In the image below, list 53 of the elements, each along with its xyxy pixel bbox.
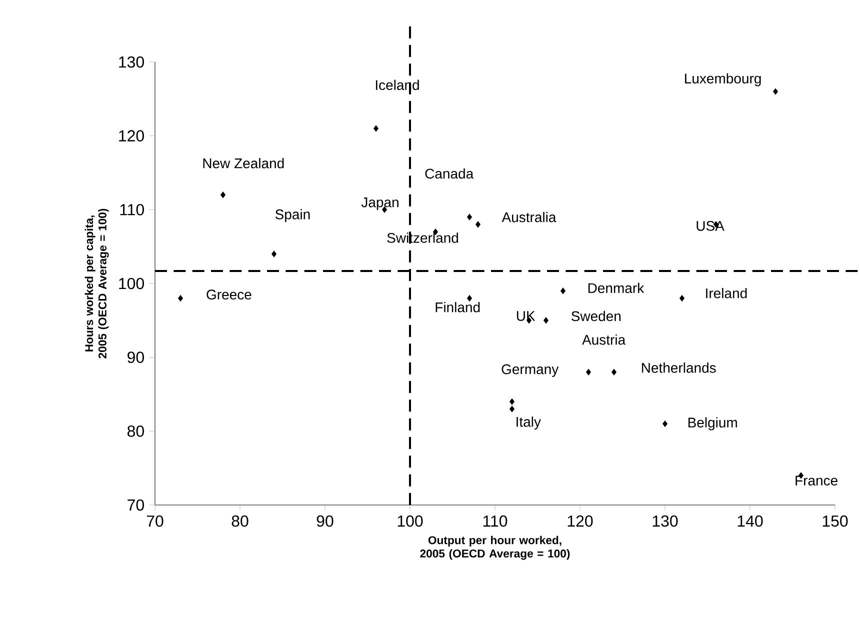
point: [476, 221, 480, 228]
x-tick-label: 150: [822, 515, 848, 527]
point: [178, 295, 183, 302]
point: [560, 288, 566, 294]
x-tick-label: 80: [232, 515, 248, 527]
x-tick-label: 140: [738, 515, 763, 527]
y-tick-label: 80: [127, 426, 144, 437]
y-tick-label: 120: [119, 130, 144, 142]
x-tick-label: 100: [398, 515, 423, 527]
annotation: Germany: [502, 364, 559, 377]
annotation: Spain: [275, 209, 310, 222]
point: [374, 125, 378, 132]
point: [612, 368, 616, 376]
annotation: Sweden: [571, 310, 621, 322]
point: [467, 214, 472, 220]
point: [662, 420, 668, 427]
x-tick-label: 110: [483, 515, 508, 527]
point: [272, 250, 276, 258]
annotation: Ireland: [706, 288, 747, 298]
x-axis-title: Output per hour worked, 2005 (OECD Average = 100): [420, 536, 570, 560]
x-tick-label: 120: [568, 515, 593, 527]
annotation: Denmark: [588, 282, 644, 294]
point: [773, 88, 778, 95]
y-tick-label: 100: [119, 278, 144, 290]
x-tick-label: 90: [316, 515, 334, 527]
annotation: New Zealand: [203, 158, 284, 168]
y-tick-label: 70: [128, 499, 144, 511]
x-tick-label: 130: [652, 515, 678, 527]
x-tick-label: 70: [146, 515, 164, 527]
point: [510, 398, 514, 405]
y-tick-label: 90: [128, 352, 144, 363]
annotation: Japan: [361, 198, 398, 210]
y-axis-title: Hours worked per capita, 2005 (OECD Average = 100): [84, 208, 109, 358]
y-tick-label: 110: [120, 204, 144, 216]
point: [586, 368, 591, 376]
annotation: Italy: [516, 416, 541, 430]
point: [220, 192, 226, 198]
annotation: Belgium: [688, 417, 737, 430]
annotation: Greece: [206, 290, 252, 300]
annotation: Austria: [582, 334, 626, 345]
annotation: USA: [696, 220, 724, 231]
annotation: Netherlands: [642, 362, 716, 373]
annotation: Finland: [436, 302, 480, 312]
annotation: Luxembourg: [685, 73, 761, 86]
annotation: France: [796, 476, 838, 486]
point: [544, 317, 548, 324]
point: [680, 295, 684, 302]
y-tick-label: 130: [119, 56, 144, 68]
point: [467, 295, 472, 302]
annotation: Australia: [502, 212, 556, 222]
point: [510, 406, 514, 412]
annotation: Canada: [425, 168, 474, 179]
annotation: UK: [516, 311, 536, 321]
